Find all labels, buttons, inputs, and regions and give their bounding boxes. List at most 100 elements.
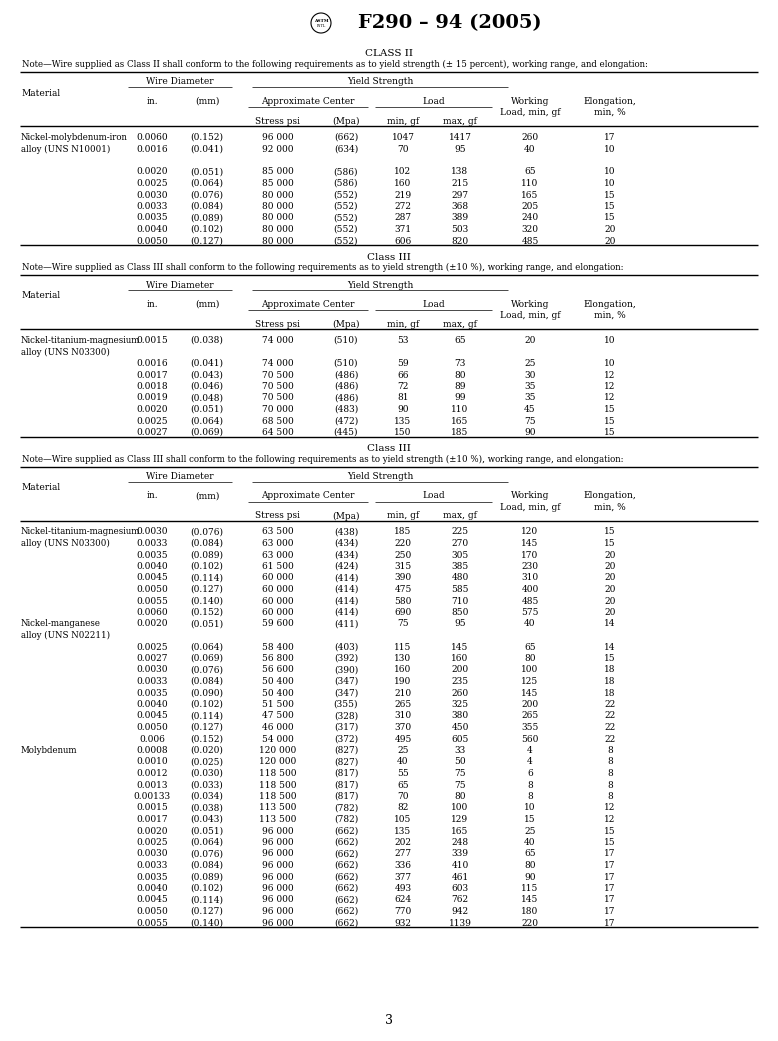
Text: (0.090): (0.090) <box>191 688 223 697</box>
Text: (662): (662) <box>334 907 358 916</box>
Text: 8: 8 <box>607 792 613 801</box>
Text: 0.0033: 0.0033 <box>136 202 168 211</box>
Text: (317): (317) <box>334 723 358 732</box>
Text: (0.034): (0.034) <box>191 792 223 801</box>
Text: 770: 770 <box>394 907 412 916</box>
Text: 15: 15 <box>524 815 536 824</box>
Text: 260: 260 <box>521 133 538 142</box>
Text: 0.0050: 0.0050 <box>136 236 168 246</box>
Text: Wire Diameter: Wire Diameter <box>146 77 214 86</box>
Text: 72: 72 <box>398 382 408 391</box>
Text: 100: 100 <box>451 804 468 812</box>
Text: 0.0060: 0.0060 <box>136 133 168 142</box>
Text: F290 – 94 (2005): F290 – 94 (2005) <box>358 14 541 32</box>
Text: (0.043): (0.043) <box>191 815 223 824</box>
Text: 17: 17 <box>605 133 615 142</box>
Text: 22: 22 <box>605 700 615 709</box>
Text: Working
Load, min, gf: Working Load, min, gf <box>499 491 560 511</box>
Text: 18: 18 <box>605 677 615 686</box>
Text: Load: Load <box>422 300 445 309</box>
Text: (0.069): (0.069) <box>191 654 223 663</box>
Text: 65: 65 <box>524 168 536 177</box>
Text: 0.0033: 0.0033 <box>136 861 168 870</box>
Text: 46 000: 46 000 <box>262 723 294 732</box>
Text: (486): (486) <box>334 371 358 380</box>
Text: 22: 22 <box>605 711 615 720</box>
Text: (552): (552) <box>334 213 358 223</box>
Text: 762: 762 <box>451 895 468 905</box>
Text: 0.0040: 0.0040 <box>136 562 168 572</box>
Text: (0.089): (0.089) <box>191 872 223 882</box>
Text: (414): (414) <box>334 608 358 617</box>
Text: 35: 35 <box>524 382 536 391</box>
Text: 0.0050: 0.0050 <box>136 907 168 916</box>
Text: (0.102): (0.102) <box>191 562 223 572</box>
Text: 385: 385 <box>451 562 468 572</box>
Text: 33: 33 <box>454 746 465 755</box>
Text: 56 600: 56 600 <box>262 665 294 675</box>
Text: (0.114): (0.114) <box>191 895 223 905</box>
Text: 130: 130 <box>394 654 412 663</box>
Text: 10: 10 <box>605 336 615 345</box>
Text: (0.102): (0.102) <box>191 884 223 893</box>
Text: (0.051): (0.051) <box>191 405 223 414</box>
Text: 80: 80 <box>454 792 466 801</box>
Text: 70 500: 70 500 <box>262 371 294 380</box>
Text: (486): (486) <box>334 393 358 403</box>
Text: (Mpa): (Mpa) <box>332 511 359 520</box>
Text: (0.089): (0.089) <box>191 213 223 223</box>
Text: 160: 160 <box>451 654 468 663</box>
Text: 80 000: 80 000 <box>262 225 294 234</box>
Text: 0.0050: 0.0050 <box>136 585 168 594</box>
Text: 170: 170 <box>521 551 538 559</box>
Text: 339: 339 <box>451 849 468 859</box>
Text: INTL: INTL <box>317 24 326 28</box>
Text: 0.0035: 0.0035 <box>136 551 168 559</box>
Text: (662): (662) <box>334 918 358 928</box>
Text: 371: 371 <box>394 225 412 234</box>
Text: Yield Strength: Yield Strength <box>347 472 413 481</box>
Text: 265: 265 <box>521 711 538 720</box>
Text: (552): (552) <box>334 202 358 211</box>
Text: Nickel-manganese: Nickel-manganese <box>21 619 101 629</box>
Text: 287: 287 <box>394 213 412 223</box>
Text: 17: 17 <box>605 918 615 928</box>
Text: 105: 105 <box>394 815 412 824</box>
Text: 850: 850 <box>451 608 468 617</box>
Text: 0.0035: 0.0035 <box>136 213 168 223</box>
Text: 61 500: 61 500 <box>262 562 294 572</box>
Text: (0.030): (0.030) <box>191 769 223 778</box>
Text: 99: 99 <box>454 393 466 403</box>
Text: 58 400: 58 400 <box>262 642 294 652</box>
Text: 8: 8 <box>607 758 613 766</box>
Text: 15: 15 <box>605 405 616 414</box>
Text: 0.0010: 0.0010 <box>136 758 168 766</box>
Text: 20: 20 <box>605 562 615 572</box>
Text: 120: 120 <box>521 528 538 536</box>
Text: 135: 135 <box>394 827 412 836</box>
Text: 96 000: 96 000 <box>262 849 294 859</box>
Text: 17: 17 <box>605 884 615 893</box>
Text: (0.038): (0.038) <box>191 336 223 345</box>
Text: 0.0025: 0.0025 <box>136 838 168 847</box>
Text: 0.0055: 0.0055 <box>136 918 168 928</box>
Text: 0.0015: 0.0015 <box>136 804 168 812</box>
Text: (0.084): (0.084) <box>191 539 223 548</box>
Text: 90: 90 <box>524 872 536 882</box>
Text: 45: 45 <box>524 405 536 414</box>
Text: 8: 8 <box>527 792 533 801</box>
Text: 4: 4 <box>527 746 533 755</box>
Text: 0.00133: 0.00133 <box>134 792 170 801</box>
Text: 20: 20 <box>524 336 536 345</box>
Text: Stress psi: Stress psi <box>255 320 300 329</box>
Text: (347): (347) <box>334 688 358 697</box>
Text: 380: 380 <box>451 711 468 720</box>
Circle shape <box>311 12 331 33</box>
Text: 120 000: 120 000 <box>259 746 296 755</box>
Text: Approximate Center: Approximate Center <box>261 300 355 309</box>
Text: 15: 15 <box>605 654 616 663</box>
Text: 8: 8 <box>607 781 613 789</box>
Text: (0.069): (0.069) <box>191 428 223 437</box>
Text: Wire Diameter: Wire Diameter <box>146 280 214 289</box>
Text: 0.0025: 0.0025 <box>136 642 168 652</box>
